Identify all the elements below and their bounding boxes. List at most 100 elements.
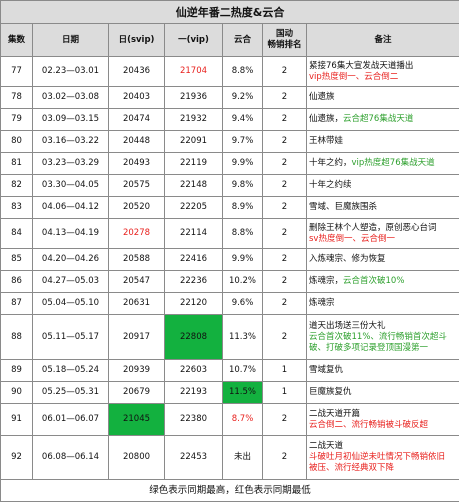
yunhe-cell: 8.8% [223, 219, 263, 249]
vip-cell: 22091 [165, 131, 223, 153]
vip-cell: 22603 [165, 360, 223, 382]
note-line: 破、打破多项记录登顶国漫第一 [309, 343, 457, 354]
rank-cell: 2 [263, 271, 307, 293]
yunhe-cell: 8.9% [223, 197, 263, 219]
date-cell: 05.18—05.24 [33, 360, 109, 382]
yunhe-cell: 9.6% [223, 293, 263, 315]
episode-cell: 91 [1, 404, 33, 436]
vip-cell: 22236 [165, 271, 223, 293]
note-line: 云合首次破11%、流行畅销首次超斗 [309, 332, 457, 343]
note-line: 二战天道开篇 [309, 409, 457, 420]
date-cell: 05.25—05.31 [33, 382, 109, 404]
rank-cell: 2 [263, 197, 307, 219]
col-header-episode: 集数 [1, 24, 33, 57]
rank-cell: 2 [263, 109, 307, 131]
notes-cell: 雪域、巨魔族围杀 [307, 197, 459, 219]
episode-cell: 78 [1, 87, 33, 109]
note-line: 被压、流行经典双下降 [309, 463, 457, 474]
episode-cell: 86 [1, 271, 33, 293]
episode-cell: 84 [1, 219, 33, 249]
svip-cell: 20588 [109, 249, 165, 271]
yunhe-cell: 9.4% [223, 109, 263, 131]
svip-cell: 20547 [109, 271, 165, 293]
episode-cell: 79 [1, 109, 33, 131]
notes-cell: 王林带娃 [307, 131, 459, 153]
notes-cell: 十年之约，vip热度超76集战天道 [307, 153, 459, 175]
rank-cell: 1 [263, 360, 307, 382]
vip-cell: 22114 [165, 219, 223, 249]
notes-cell: 二战天道斗破吐月初仙逆未吐情况下畅销依旧被压、流行经典双下降 [307, 436, 459, 480]
note-line: 二战天道 [309, 441, 457, 452]
vip-cell: 22205 [165, 197, 223, 219]
episode-cell: 81 [1, 153, 33, 175]
yunhe-cell: 9.8% [223, 175, 263, 197]
rank-cell: 2 [263, 153, 307, 175]
notes-cell: 仙遗族 [307, 87, 459, 109]
yunhe-cell: 8.8% [223, 57, 263, 87]
svip-cell: 20575 [109, 175, 165, 197]
col-header-svip: 日(svip) [109, 24, 165, 57]
yunhe-cell: 10.7% [223, 360, 263, 382]
svip-cell: 20474 [109, 109, 165, 131]
note-line: 删除王林个人塑造，原创恶心台词 [309, 223, 457, 234]
notes-cell: 道天出场送三份大礼云合首次破11%、流行畅销首次超斗破、打破多项记录登顶国漫第一 [307, 315, 459, 360]
episode-cell: 92 [1, 436, 33, 480]
date-cell: 06.01—06.07 [33, 404, 109, 436]
svip-cell: 20800 [109, 436, 165, 480]
note-line: 斗破吐月初仙逆未吐情况下畅销依旧 [309, 452, 457, 463]
date-cell: 05.04—05.10 [33, 293, 109, 315]
rank-cell: 2 [263, 175, 307, 197]
note-line: 紧接76集大宣发战天道播出 [309, 61, 457, 72]
col-header-date: 日期 [33, 24, 109, 57]
date-cell: 04.13—04.19 [33, 219, 109, 249]
episode-cell: 80 [1, 131, 33, 153]
note-line: 巨魔族复仇 [309, 387, 457, 398]
svip-cell: 20403 [109, 87, 165, 109]
note-line: 王林带娃 [309, 136, 457, 147]
vip-cell: 22119 [165, 153, 223, 175]
date-cell: 04.06—04.12 [33, 197, 109, 219]
yunhe-cell: 未出 [223, 436, 263, 480]
rank-cell: 2 [263, 315, 307, 360]
rank-cell: 2 [263, 293, 307, 315]
notes-cell: 炼魂宗，云合首次破10% [307, 271, 459, 293]
episode-cell: 82 [1, 175, 33, 197]
note-line: 雪域、巨魔族围杀 [309, 202, 457, 213]
vip-cell: 22380 [165, 404, 223, 436]
header-row: 集数 日期 日(svip) 一(vip) 云合 国动 畅销排名 备注 [1, 24, 459, 57]
episode-cell: 77 [1, 57, 33, 87]
episode-cell: 88 [1, 315, 33, 360]
vip-cell: 21932 [165, 109, 223, 131]
note-line: 炼魂宗 [309, 298, 457, 309]
notes-cell: 仙遗族，云合超76集战天道 [307, 109, 459, 131]
episode-cell: 87 [1, 293, 33, 315]
date-cell: 05.11—05.17 [33, 315, 109, 360]
col-header-yunhe: 云合 [223, 24, 263, 57]
yunhe-cell: 9.9% [223, 153, 263, 175]
date-cell: 03.30—04.05 [33, 175, 109, 197]
vip-cell: 22416 [165, 249, 223, 271]
vip-cell: 22148 [165, 175, 223, 197]
rank-cell: 2 [263, 404, 307, 436]
date-cell: 03.16—03.22 [33, 131, 109, 153]
note-line: 仙遗族，云合超76集战天道 [309, 114, 457, 125]
date-cell: 04.27—05.03 [33, 271, 109, 293]
vip-cell: 21936 [165, 87, 223, 109]
yunhe-cell: 9.9% [223, 249, 263, 271]
col-header-rank: 国动 畅销排名 [263, 24, 307, 57]
vip-cell: 22120 [165, 293, 223, 315]
rank-cell: 2 [263, 436, 307, 480]
note-line: 云合倒二、流行畅销被斗破反超 [309, 420, 457, 431]
yunhe-cell: 9.2% [223, 87, 263, 109]
